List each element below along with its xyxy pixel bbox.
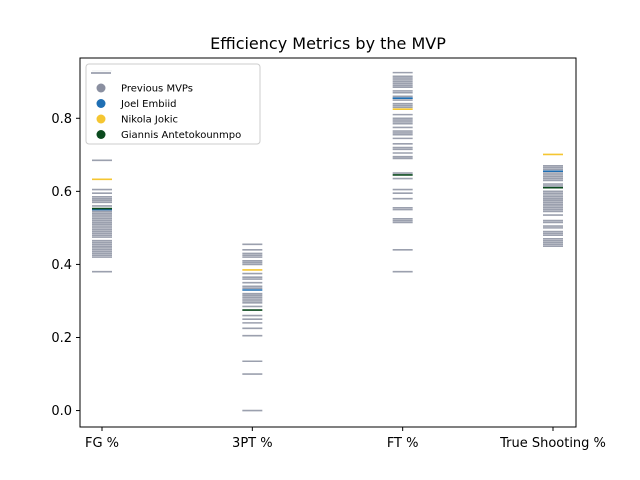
plot-frame xyxy=(79,57,577,428)
legend-label: Nikola Jokic xyxy=(121,115,178,126)
series-nikola-jokic xyxy=(92,108,563,271)
axes-layer: FG % 3PT % FT % True Shooting % 0.0 0.2 0.4 0.6… xyxy=(51,57,606,451)
y-tick-label: 0.6 xyxy=(51,185,72,200)
x-tick-label: 3PT % xyxy=(232,436,273,451)
legend: Previous MVPs Joel Embiid Nikola Jokic Gian… xyxy=(85,63,261,145)
chart-title: Efficiency Metrics by the MVP xyxy=(210,34,446,53)
legend-marker xyxy=(96,83,106,93)
x-tick-label: FG % xyxy=(85,436,119,451)
y-tick-label: 0.4 xyxy=(51,258,72,273)
series-joel-embiid xyxy=(92,97,563,291)
legend-label: Giannis Antetokounmpo xyxy=(121,130,241,141)
y-tick-label: 0.8 xyxy=(51,112,72,127)
x-tick-label: True Shooting % xyxy=(499,436,606,451)
marks-layer xyxy=(92,69,563,412)
legend-marker xyxy=(96,114,106,124)
x-tick-label: FT % xyxy=(387,436,419,451)
series-giannis-antetokounmpo xyxy=(92,174,563,311)
y-tick-label: 0.2 xyxy=(51,331,72,346)
legend-label: Previous MVPs xyxy=(121,84,193,95)
legend-box xyxy=(85,63,261,145)
legend-marker xyxy=(96,130,106,139)
legend-label: Joel Embiid xyxy=(120,99,177,110)
y-tick-label: 0.0 xyxy=(51,404,72,419)
legend-marker xyxy=(96,99,106,108)
